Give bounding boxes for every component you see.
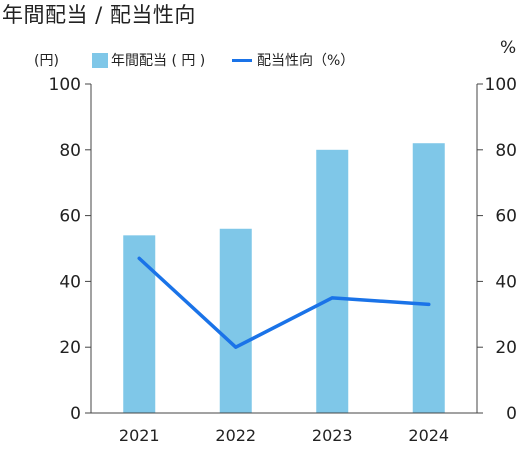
left-tick-label: 0 (70, 404, 81, 424)
legend-item-payout-ratio: 配当性向（%） (232, 50, 354, 70)
right-tick-label: 0 (506, 404, 517, 424)
bar-2024 (412, 143, 445, 413)
legend-bar-label: 年間配当 ( 円 ) (111, 53, 206, 69)
legend-bar-swatch (92, 52, 108, 68)
left-tick-label: 100 (49, 75, 81, 95)
bar-2023 (316, 149, 349, 414)
left-tick-label: 20 (59, 338, 81, 358)
chart-title: 年間配当 / 配当性向 (2, 3, 196, 27)
left-tick-label: 60 (59, 207, 81, 227)
legend: (円) 年間配当 ( 円 ) 配当性向（%） % (0, 38, 520, 70)
legend-line-label: 配当性向（%） (257, 53, 355, 69)
bar-2021 (123, 235, 156, 413)
x-tick-label: 2023 (312, 426, 353, 445)
right-tick-label: 60 (495, 207, 517, 227)
right-tick-label: 40 (495, 272, 517, 292)
payout-ratio-point-2023 (330, 296, 334, 300)
legend-item-dividend: 年間配当 ( 円 ) (92, 50, 205, 70)
x-tick-label: 2024 (408, 426, 449, 445)
right-tick-label: 20 (495, 338, 517, 358)
x-tick-label: 2021 (119, 426, 160, 445)
payout-ratio-line (137, 256, 431, 349)
right-axis-unit: % (500, 38, 517, 58)
left-tick-label: 40 (59, 272, 81, 292)
payout-ratio-point-2024 (427, 302, 431, 306)
right-tick-label: 80 (495, 141, 517, 161)
payout-ratio-point-2022 (234, 345, 238, 349)
x-tick-label: 2022 (215, 426, 256, 445)
payout-ratio-point-2021 (137, 256, 141, 260)
legend-line-swatch (232, 58, 252, 62)
right-tick-label: 100 (485, 75, 517, 95)
left-axis-unit: (円) (34, 53, 59, 69)
bar-2022 (219, 228, 252, 413)
left-tick-label: 80 (59, 141, 81, 161)
